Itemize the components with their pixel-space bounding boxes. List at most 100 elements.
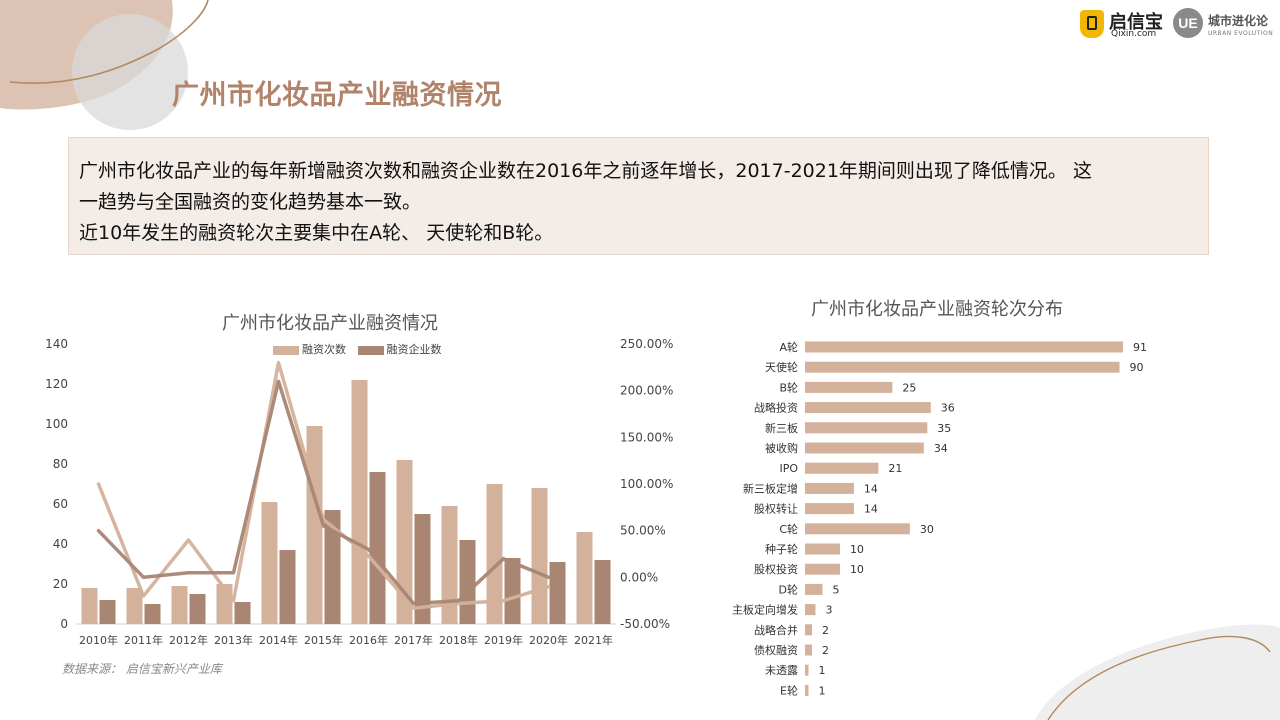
x-tick-label: 2018年	[439, 633, 478, 647]
round-label: 战略合并	[754, 623, 798, 637]
right-y-tick-label: 0.00%	[620, 570, 658, 584]
round-bar	[805, 341, 1123, 353]
bar-company-count	[189, 594, 206, 624]
round-value-label: 1	[818, 684, 825, 697]
bottom-right-decoration	[1035, 624, 1280, 720]
bar-financing-count	[576, 532, 593, 624]
left-y-tick-label: 120	[45, 377, 68, 391]
round-label: 被收购	[765, 441, 798, 455]
round-bar	[805, 563, 840, 575]
bar-company-count	[234, 602, 251, 624]
bar-company-count	[369, 472, 386, 624]
bar-company-count	[549, 562, 566, 624]
qixin-logo-icon	[1080, 10, 1104, 38]
logo-group: 启信宝 Qixin.com UE 城市进化论 URBAN EVOLUTION	[1078, 6, 1278, 42]
bar-company-count	[414, 514, 431, 624]
round-label: 主板定向增发	[732, 603, 798, 617]
left-y-tick-label: 0	[60, 617, 68, 631]
round-bar	[805, 422, 928, 434]
bar-company-count	[279, 550, 296, 624]
round-label: 股权转让	[754, 502, 798, 516]
round-label: 新三板	[765, 421, 798, 435]
summary-line-3: 近10年发生的融资轮次主要集中在A轮、 天使轮和B轮。	[79, 222, 554, 244]
round-label: B轮	[779, 380, 798, 394]
top-left-decoration	[0, 0, 209, 130]
bar-financing-count	[486, 484, 503, 624]
round-bar	[805, 523, 910, 535]
round-value-label: 35	[937, 422, 951, 435]
legend-swatch-dark	[357, 345, 384, 355]
bar-company-count	[594, 560, 611, 624]
bar-company-count	[144, 604, 161, 624]
right-y-tick-label: -50.00%	[620, 617, 670, 631]
round-value-label: 30	[920, 523, 934, 536]
round-value-label: 10	[850, 543, 864, 556]
data-source-note: 数据来源： 启信宝新兴产业库	[62, 662, 222, 676]
round-bar	[805, 644, 812, 656]
bar-financing-count	[171, 586, 188, 624]
round-label: D轮	[779, 582, 798, 596]
qixin-logo-name: 启信宝	[1109, 12, 1163, 33]
x-tick-label: 2011年	[124, 633, 163, 647]
financing-combo-chart: 0 20 40 60 80 100 120 140 -50.00% 0.00% 50.00% 100.…	[45, 337, 673, 647]
bar-financing-count	[126, 588, 143, 624]
round-bar	[805, 462, 879, 474]
x-tick-label: 2020年	[529, 633, 568, 647]
round-label: 新三板定增	[743, 481, 798, 495]
x-tick-label: 2016年	[349, 633, 388, 647]
x-tick-label: 2017年	[394, 633, 433, 647]
right-y-tick-label: 100.00%	[620, 477, 673, 491]
round-value-label: 21	[888, 462, 902, 475]
round-bar	[805, 402, 931, 414]
x-tick-label: 2019年	[484, 633, 523, 647]
legend-swatch-light	[273, 345, 299, 355]
summary-line-1: 广州市化妆品产业的每年新增融资次数和融资企业数在2016年之前逐年增长，2017…	[79, 160, 1092, 182]
x-tick-label: 2010年	[79, 633, 118, 647]
round-value-label: 5	[832, 583, 839, 596]
legend-label-financing-count: 融资次数	[302, 343, 346, 356]
round-bar	[805, 361, 1120, 373]
qixin-logo-url: Qixin.com	[1111, 29, 1157, 39]
round-value-label: 25	[902, 381, 916, 394]
round-value-label: 34	[934, 442, 948, 455]
left-y-tick-label: 140	[45, 337, 68, 351]
ue-logo-subtitle: URBAN EVOLUTION	[1208, 30, 1274, 37]
left-y-tick-label: 100	[45, 417, 68, 431]
legend-label-company-count: 融资企业数	[386, 343, 442, 356]
left-y-tick-label: 20	[53, 577, 68, 591]
growth-line-light	[96, 360, 551, 610]
round-bar	[805, 442, 924, 454]
summary-line-2: 一趋势与全国融资的变化趋势基本一致。	[79, 191, 422, 213]
bar-company-count	[504, 558, 521, 624]
round-label: 未透露	[765, 664, 798, 677]
round-label: 天使轮	[765, 360, 798, 374]
left-chart-legend: 融资次数 融资企业数	[273, 341, 450, 357]
bar-financing-count	[396, 460, 413, 624]
right-y-tick-label: 150.00%	[620, 430, 673, 444]
round-label: 债权融资	[754, 643, 798, 657]
right-y-tick-label: 200.00%	[620, 384, 673, 398]
round-value-label: 36	[941, 402, 955, 415]
right-chart-title: 广州市化妆品产业融资轮次分布	[811, 299, 1063, 320]
round-bar	[805, 604, 816, 616]
bar-company-count	[459, 540, 476, 624]
ue-logo-name: 城市进化论	[1208, 14, 1269, 28]
right-y-tick-label: 50.00%	[620, 524, 666, 538]
round-value-label: 2	[822, 624, 829, 637]
x-tick-label: 2014年	[259, 633, 298, 647]
bar-financing-count	[441, 506, 458, 624]
round-value-label: 14	[864, 482, 878, 495]
round-label: E轮	[780, 683, 798, 697]
round-value-label: 91	[1133, 341, 1147, 354]
round-bar	[805, 503, 854, 515]
round-bar	[805, 543, 840, 555]
left-chart-title: 广州市化妆品产业融资情况	[222, 313, 438, 334]
legend-item-financing-count: 融资次数	[273, 343, 346, 356]
round-bar	[805, 381, 893, 393]
left-y-tick-label: 40	[53, 537, 68, 551]
round-value-label: 1	[818, 664, 825, 677]
bar-financing-count	[261, 502, 278, 624]
page-title: 广州市化妆品产业融资情况	[172, 80, 502, 111]
left-y-tick-label: 60	[53, 497, 68, 511]
round-bar	[805, 624, 812, 636]
